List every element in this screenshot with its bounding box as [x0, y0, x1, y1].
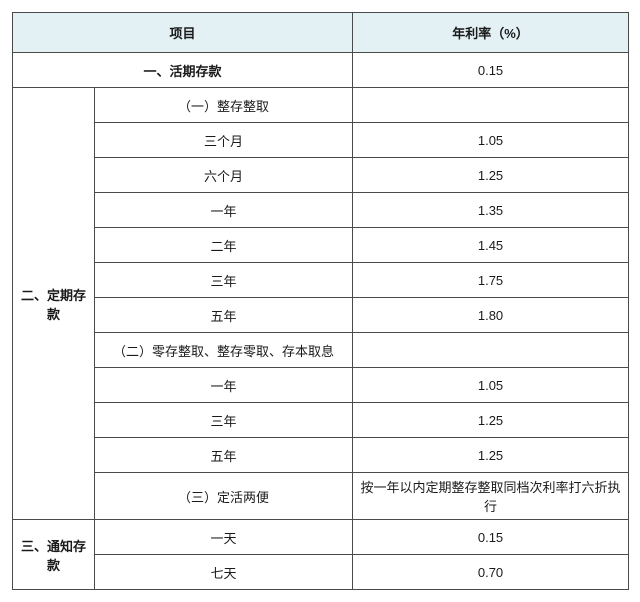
cell-label: 六个月 [95, 158, 353, 193]
row-fixed-a-3y: 三年 1.75 [13, 263, 629, 298]
cell-fixed-b-rate [353, 333, 629, 368]
cell-demand-rate: 0.15 [353, 53, 629, 88]
row-fixed-b-5y: 五年 1.25 [13, 438, 629, 473]
row-fixed-b-heading: （二）零存整取、整存零取、存本取息 [13, 333, 629, 368]
cell-rate: 0.15 [353, 520, 629, 555]
cell-rate: 1.05 [353, 368, 629, 403]
cell-demand-label: 一、活期存款 [13, 53, 353, 88]
cell-rate: 0.70 [353, 555, 629, 590]
cell-label: 二年 [95, 228, 353, 263]
row-fixed-b-1y: 一年 1.05 [13, 368, 629, 403]
cell-rate: 1.75 [353, 263, 629, 298]
cell-label: 五年 [95, 438, 353, 473]
cell-label: 一年 [95, 368, 353, 403]
row-fixed-c: （三）定活两便 按一年以内定期整存整取同档次利率打六折执行 [13, 473, 629, 520]
interest-rate-table: 项目 年利率（%） 一、活期存款 0.15 二、定期存 款 （一）整存整取 三个… [12, 12, 629, 590]
cell-rate: 1.45 [353, 228, 629, 263]
cell-label: 七天 [95, 555, 353, 590]
header-rate: 年利率（%） [353, 13, 629, 53]
row-fixed-a-1y: 一年 1.35 [13, 193, 629, 228]
header-item: 项目 [13, 13, 353, 53]
row-fixed-a-heading: 二、定期存 款 （一）整存整取 [13, 88, 629, 123]
cell-label: 一天 [95, 520, 353, 555]
row-fixed-b-3y: 三年 1.25 [13, 403, 629, 438]
cell-label: 三年 [95, 263, 353, 298]
row-demand: 一、活期存款 0.15 [13, 53, 629, 88]
row-fixed-a-2y: 二年 1.45 [13, 228, 629, 263]
row-notice-7d: 七天 0.70 [13, 555, 629, 590]
cell-fixed-side: 二、定期存 款 [13, 88, 95, 520]
cell-label: 三年 [95, 403, 353, 438]
row-fixed-a-6m: 六个月 1.25 [13, 158, 629, 193]
cell-label: 五年 [95, 298, 353, 333]
cell-fixed-a-label: （一）整存整取 [95, 88, 353, 123]
cell-fixed-b-label: （二）零存整取、整存零取、存本取息 [95, 333, 353, 368]
cell-rate: 1.35 [353, 193, 629, 228]
cell-rate: 1.25 [353, 438, 629, 473]
cell-fixed-c-label: （三）定活两便 [95, 473, 353, 520]
cell-rate: 1.25 [353, 158, 629, 193]
table-header-row: 项目 年利率（%） [13, 13, 629, 53]
cell-rate: 1.25 [353, 403, 629, 438]
cell-fixed-a-rate [353, 88, 629, 123]
cell-fixed-c-rate: 按一年以内定期整存整取同档次利率打六折执行 [353, 473, 629, 520]
cell-notice-side: 三、通知存 款 [13, 520, 95, 590]
cell-label: 三个月 [95, 123, 353, 158]
cell-rate: 1.05 [353, 123, 629, 158]
row-fixed-a-3m: 三个月 1.05 [13, 123, 629, 158]
row-fixed-a-5y: 五年 1.80 [13, 298, 629, 333]
cell-label: 一年 [95, 193, 353, 228]
cell-rate: 1.80 [353, 298, 629, 333]
row-notice-1d: 三、通知存 款 一天 0.15 [13, 520, 629, 555]
